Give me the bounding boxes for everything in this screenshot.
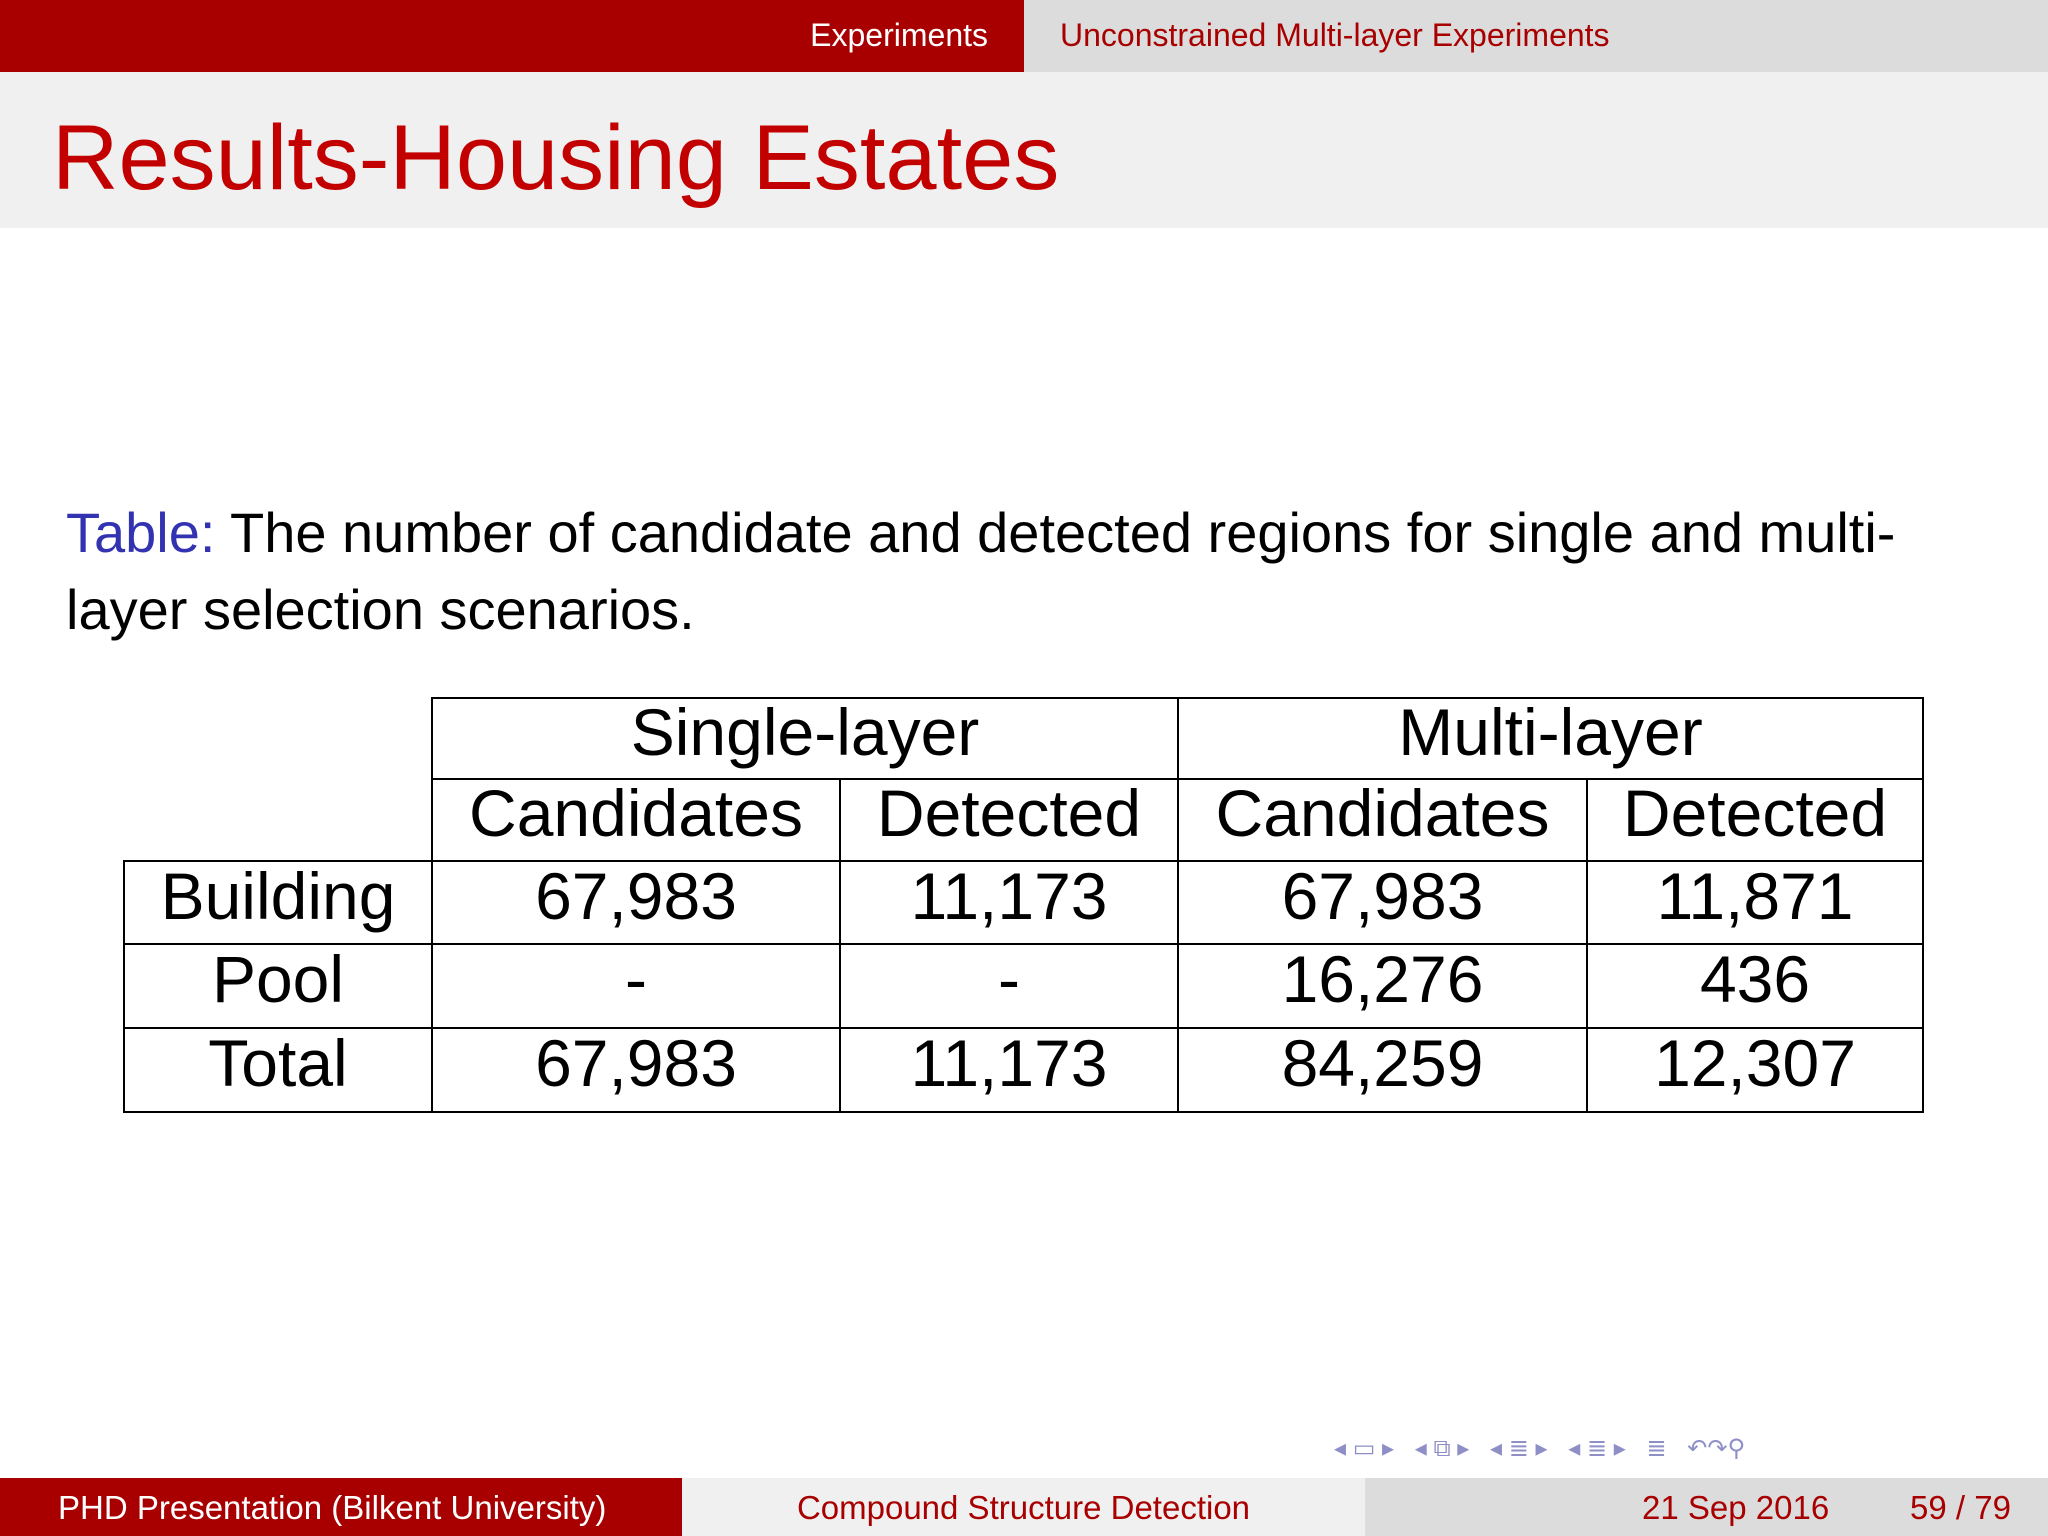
column-header: Candidates <box>469 776 803 850</box>
table-rule <box>1922 697 1924 1113</box>
slide-title: Results-Housing Estates <box>52 107 1060 209</box>
nav-section-icon[interactable]: ◂ ≣ ▸ <box>1568 1435 1626 1462</box>
table-cell: - <box>998 942 1020 1016</box>
header-bar: Experiments Unconstrained Multi-layer Ex… <box>0 0 2048 72</box>
caption-label: Table: <box>66 501 216 564</box>
table-rule <box>123 1111 1924 1113</box>
table-cell: - <box>625 942 647 1016</box>
footer-author-panel: PHD Presentation (Bilkent University) <box>0 1478 682 1536</box>
footer-bar: PHD Presentation (Bilkent University) Co… <box>0 1478 2048 1536</box>
footer-info-panel: 21 Sep 2016 59 / 79 <box>1365 1478 2048 1536</box>
beamer-nav-bar: ◂ ▭ ▸ ◂ ⧉ ▸ ◂ ≣ ▸ ◂ ≣ ▸ ≣ ↶↷⚲ <box>1334 1432 1759 1466</box>
table-cell: 11,173 <box>910 859 1108 933</box>
table-cell: 16,276 <box>1281 942 1484 1016</box>
column-header: Detected <box>876 776 1142 850</box>
footer-date: 21 Sep 2016 <box>1642 1489 1830 1526</box>
caption-text: The number of candidate and detected reg… <box>66 501 1896 641</box>
table-caption: Table: The number of candidate and detec… <box>66 494 1996 648</box>
header-subsection-panel: Unconstrained Multi-layer Experiments <box>1024 0 2048 72</box>
table-cell: 84,259 <box>1281 1026 1484 1100</box>
nav-subsection-icon[interactable]: ◂ ≣ ▸ <box>1490 1435 1548 1462</box>
footer-author: PHD Presentation (Bilkent University) <box>58 1489 607 1526</box>
table-cell: 67,983 <box>535 859 737 933</box>
table-cell: 11,173 <box>910 1026 1108 1100</box>
table-rule <box>431 697 433 1113</box>
table-cell: 67,983 <box>535 1026 737 1100</box>
header-section-panel: Experiments <box>0 0 1024 72</box>
table-cell: 67,983 <box>1281 859 1484 933</box>
column-header: Detected <box>1622 776 1888 850</box>
table-cell: 12,307 <box>1654 1026 1856 1100</box>
table-cell: 436 <box>1699 942 1811 1016</box>
table-rule <box>1177 697 1179 1113</box>
footer-page-number: 59 / 79 <box>1910 1489 2011 1526</box>
footer-title-panel: Compound Structure Detection <box>682 1478 1365 1536</box>
column-header: Candidates <box>1215 776 1550 850</box>
table-rule <box>1586 778 1588 1113</box>
table-rule <box>123 1027 1924 1029</box>
table-cell: 11,871 <box>1656 859 1854 933</box>
nav-doc-icon[interactable]: ≣ <box>1646 1435 1667 1462</box>
nav-prev-icon[interactable]: ◂ ▭ ▸ <box>1334 1435 1395 1462</box>
table-rule <box>123 943 1924 945</box>
footer-short-title: Compound Structure Detection <box>796 1489 1251 1526</box>
nav-search-icon[interactable]: ↶↷⚲ <box>1687 1435 1746 1462</box>
group-header-multi-layer: Multi-layer <box>1398 695 1703 769</box>
table-rule <box>123 860 1924 862</box>
title-bar: Results-Housing Estates <box>0 72 2048 228</box>
row-label: Total <box>208 1026 348 1100</box>
row-label: Pool <box>211 942 345 1016</box>
table-rule <box>123 860 125 1113</box>
row-label: Building <box>160 859 396 933</box>
header-subsection-link[interactable]: Unconstrained Multi-layer Experiments <box>1060 17 1610 53</box>
nav-frame-icon[interactable]: ◂ ⧉ ▸ <box>1414 1435 1470 1462</box>
table-rule <box>839 778 841 1113</box>
group-header-single-layer: Single-layer <box>630 695 980 769</box>
header-section-link[interactable]: Experiments <box>810 17 988 53</box>
